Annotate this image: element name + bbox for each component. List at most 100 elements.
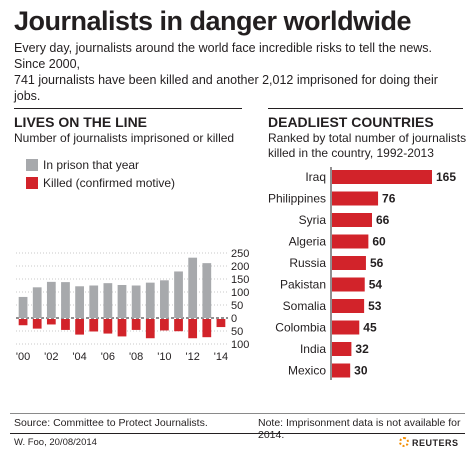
- y-tick-label: 250: [231, 248, 249, 260]
- killed-bar-2014: [216, 319, 226, 328]
- prison-bar-2011: [174, 271, 183, 318]
- y-tick-label: 50: [231, 326, 243, 338]
- prison-bar-2012: [188, 257, 198, 318]
- x-tick-label: '02: [44, 351, 58, 363]
- country-value: 54: [369, 278, 383, 292]
- country-label: Philippines: [268, 192, 326, 206]
- legend-prison-label: In prison that year: [43, 158, 140, 172]
- legend-prison-swatch: [26, 159, 38, 171]
- country-label: Iraq: [305, 170, 326, 184]
- country-bar: [332, 277, 365, 292]
- x-tick-label: '06: [101, 351, 115, 363]
- country-label: Pakistan: [280, 278, 326, 292]
- country-bar: [332, 191, 379, 206]
- country-label: India: [300, 342, 326, 356]
- country-label: Somalia: [283, 299, 327, 313]
- source-note: Source: Committee to Protect Journalists…: [14, 417, 208, 429]
- prison-bar-2005: [89, 285, 99, 318]
- country-bar: [332, 234, 369, 249]
- killed-bar-2006: [103, 319, 113, 334]
- y-tick-label: 100: [231, 287, 249, 299]
- page-title: Journalists in danger worldwide: [14, 6, 412, 36]
- country-value: 53: [368, 299, 382, 313]
- prison-bar-2004: [75, 286, 84, 318]
- prison-bar-2008: [131, 285, 141, 318]
- y-tick-label: 150: [231, 274, 249, 286]
- x-tick-label: '04: [72, 351, 86, 363]
- reuters-logo-text: REUTERS: [412, 438, 459, 448]
- prison-bar-2009: [145, 282, 155, 318]
- prison-bar-2006: [103, 283, 113, 318]
- country-bar: [332, 213, 372, 227]
- legend-killed-swatch: [26, 177, 38, 189]
- country-bar: [332, 299, 365, 313]
- killed-bar-2008: [131, 319, 141, 330]
- reuters-logo-icon: [399, 437, 409, 447]
- right-section-title: DEADLIEST COUNTRIES: [268, 114, 434, 130]
- right-subtitle-line-2: killed in the country, 1992-2013: [268, 146, 434, 160]
- country-value: 60: [372, 235, 386, 249]
- y-tick-label: 200: [231, 261, 249, 273]
- killed-bar-2010: [160, 319, 169, 331]
- footer-rule-bottom: [10, 433, 465, 434]
- prison-killed-chart: 05010015020025050100'00'02'04'06'08'10'1…: [16, 248, 249, 363]
- right-subtitle-line-1: Ranked by total number of journalists: [268, 131, 467, 145]
- prison-bar-2001: [32, 287, 42, 318]
- killed-bar-2009: [145, 319, 155, 339]
- prison-bar-2007: [117, 284, 127, 318]
- x-tick-label: '08: [129, 351, 143, 363]
- y-tick-label: 0: [231, 313, 237, 325]
- y-tick-label: 50: [231, 300, 243, 312]
- x-tick-label: '00: [16, 351, 30, 363]
- killed-bar-2007: [117, 319, 127, 337]
- country-bar: [332, 256, 366, 270]
- killed-bar-2000: [18, 319, 28, 326]
- country-label: Syria: [299, 213, 327, 227]
- country-value: 56: [370, 256, 384, 270]
- left-section-rule: [14, 108, 242, 109]
- country-value: 32: [355, 342, 369, 356]
- reuters-logo: REUTERS: [399, 437, 459, 448]
- country-label: Russia: [289, 256, 326, 270]
- right-section-subtitle: Ranked by total number of journalists ki…: [268, 131, 466, 161]
- killed-bar-2003: [61, 319, 70, 330]
- left-section-subtitle: Number of journalists imprisoned or kill…: [14, 131, 235, 145]
- country-bar: [332, 342, 352, 356]
- header: Journalists in danger worldwide Every da…: [14, 4, 464, 104]
- country-value: 66: [376, 213, 390, 227]
- killed-bar-2012: [188, 319, 198, 339]
- deadliest-countries-chart: Iraq 165 Philippines 76 Syria 66 Algeria 60 Russ…: [268, 167, 456, 380]
- killed-bar-2013: [202, 319, 212, 338]
- country-bar: [332, 170, 432, 184]
- country-bar: [332, 363, 351, 378]
- left-section-title: LIVES ON THE LINE: [14, 114, 148, 130]
- x-tick-label: '10: [157, 351, 171, 363]
- y-tick-label: 100: [231, 339, 249, 351]
- killed-bar-2004: [75, 319, 84, 335]
- subtitle-line-1: Every day, journalists around the world …: [14, 41, 433, 71]
- killed-bar-2011: [174, 319, 183, 332]
- credit: W. Foo, 20/08/2014: [14, 437, 97, 448]
- prison-bar-2003: [61, 282, 70, 318]
- right-section-rule: [268, 108, 463, 109]
- country-label: Mexico: [288, 364, 326, 378]
- prison-bar-2010: [160, 280, 169, 318]
- killed-bar-2005: [89, 319, 99, 332]
- country-value: 45: [363, 321, 377, 335]
- country-value: 165: [436, 170, 456, 184]
- subtitle-line-2: 741 journalists have been killed and ano…: [14, 73, 438, 103]
- prison-bar-2000: [18, 296, 28, 318]
- country-bar: [332, 320, 360, 335]
- imprisonment-note: Note: Imprisonment data is not available…: [258, 417, 461, 441]
- prison-bar-2002: [46, 281, 56, 318]
- x-tick-label: '12: [185, 351, 199, 363]
- legend-killed-label: Killed (confirmed motive): [43, 176, 176, 190]
- country-label: Algeria: [289, 235, 327, 249]
- country-label: Colombia: [275, 321, 326, 335]
- x-tick-label: '14: [214, 351, 228, 363]
- prison-bar-2013: [202, 263, 212, 318]
- killed-bar-2002: [46, 319, 56, 325]
- country-value: 30: [354, 364, 368, 378]
- country-value: 76: [382, 192, 396, 206]
- killed-bar-2001: [32, 319, 42, 329]
